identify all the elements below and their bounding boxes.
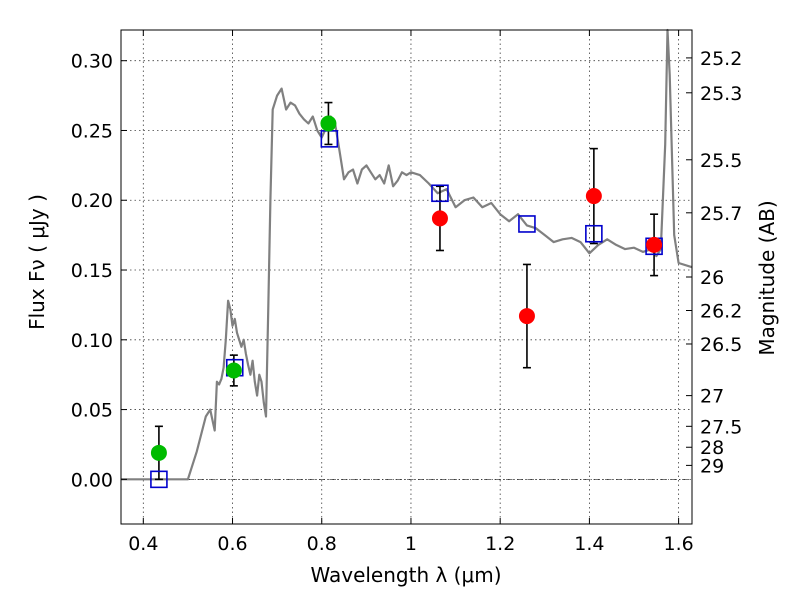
data-markers [150, 115, 663, 489]
grid-lines [121, 30, 692, 524]
x-tick-label: 1.6 [664, 533, 694, 555]
model-photometry-square [585, 224, 603, 243]
x-tick-label: 0.4 [128, 533, 158, 555]
y-axis-ticks: 0.00 0.05 0.10 0.15 0.20 0.25 0.30 [71, 51, 127, 491]
red-detection-point [431, 210, 448, 227]
y-tick-label: 0.15 [71, 260, 113, 282]
magnitude-tick-label: 26 [700, 267, 724, 289]
error-bars [154, 101, 659, 481]
y-tick-label: 0.20 [71, 190, 113, 212]
x-tick-label: 1 [405, 533, 417, 555]
x-tick-label: 1.4 [574, 533, 604, 555]
model-photometry-square [431, 184, 449, 203]
magnitude-tick-label: 25.5 [700, 150, 742, 172]
green-detection-point [320, 115, 337, 132]
magnitude-tick-label: 29 [700, 455, 724, 477]
x-axis-ticks: 0.4 0.6 0.8 1 1.2 1.4 1.6 [128, 30, 694, 555]
spectrum-series [121, 28, 693, 481]
y-tick-label: 0.00 [71, 469, 113, 491]
green-detection-point [150, 444, 167, 461]
y-tick-label: 0.05 [71, 400, 113, 422]
y-tick-label: 0.30 [71, 51, 113, 73]
magnitude-tick-label: 25.7 [700, 203, 742, 225]
red-detection-point [646, 236, 663, 253]
magnitude-tick-label: 27.5 [700, 416, 742, 438]
x-axis-label: Wavelength λ (μm) [310, 563, 501, 587]
model-photometry-square [518, 215, 536, 233]
magnitude-axis-label: Magnitude (AB) [755, 200, 779, 355]
red-detection-point [585, 188, 602, 205]
red-detection-point [518, 308, 535, 325]
y-axis-label: Flux Fν ( μJy ) [25, 194, 49, 330]
model-photometry-square [150, 470, 168, 489]
magnitude-tick-label: 25.2 [700, 48, 742, 70]
x-tick-label: 0.8 [307, 533, 337, 555]
magnitude-tick-label: 26.2 [700, 300, 742, 322]
x-tick-label: 0.6 [217, 533, 247, 555]
magnitude-tick-label: 28 [700, 437, 724, 459]
y-tick-label: 0.10 [71, 330, 113, 352]
x-tick-label: 1.2 [485, 533, 515, 555]
magnitude-tick-label: 27 [700, 386, 724, 408]
spectrum-line [121, 28, 693, 481]
magnitude-tick-label: 25.3 [700, 83, 742, 105]
green-detection-point [225, 362, 242, 379]
plot-frame [120, 29, 693, 525]
magnitude-tick-label: 26.5 [700, 334, 742, 356]
y-tick-label: 0.25 [71, 120, 113, 142]
